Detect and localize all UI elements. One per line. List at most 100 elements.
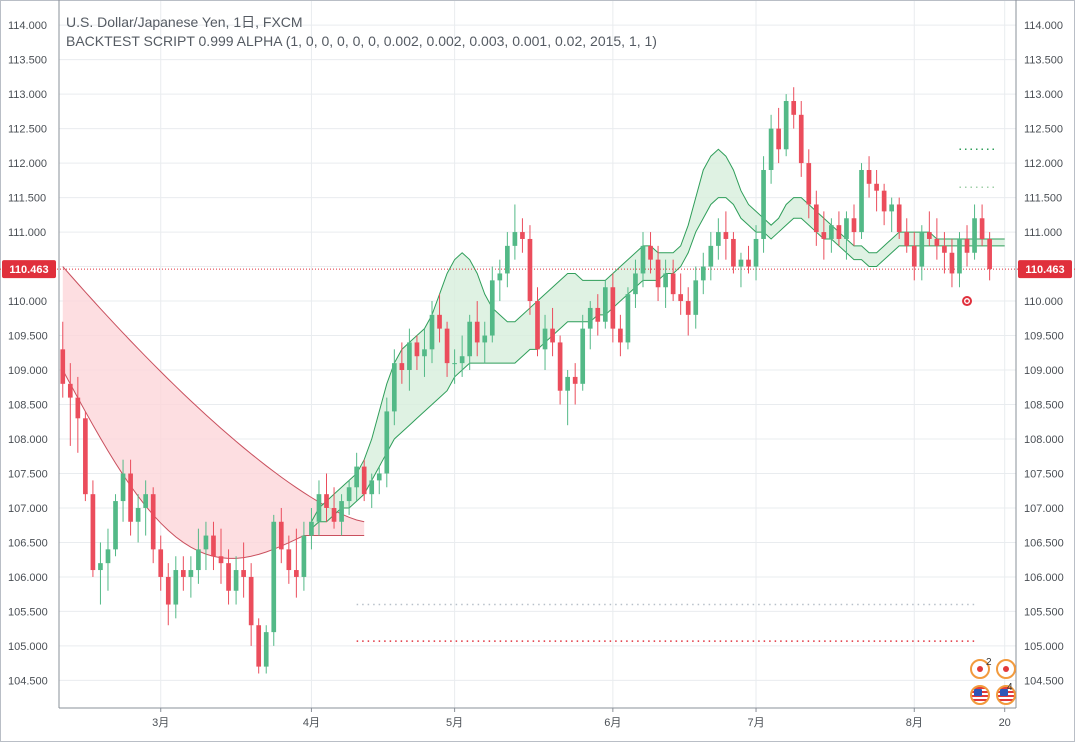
candle-body (180, 570, 186, 577)
candle-body (693, 280, 699, 315)
candle-body (459, 356, 465, 364)
candle-body (331, 507, 337, 522)
y-tick-label-left: 105.500 (8, 606, 48, 618)
candle-body (776, 128, 781, 150)
candle-body (595, 307, 601, 322)
candle-body (301, 535, 307, 577)
candle-body (271, 521, 277, 633)
candle-body (746, 259, 751, 267)
candle-body (67, 383, 73, 398)
candle-body (844, 218, 849, 239)
y-tick-label-right: 106.500 (1024, 537, 1064, 549)
candle-body (256, 625, 262, 667)
red-band-fill (62, 266, 365, 559)
candle-body (422, 349, 427, 357)
candle-body (75, 397, 81, 419)
us-flag-icon[interactable] (970, 685, 990, 705)
last-price-badge-right-text: 110.463 (1025, 264, 1064, 276)
y-tick-label-left: 109.500 (8, 331, 48, 343)
signal-marker-dot (965, 299, 969, 303)
candle-body (753, 238, 759, 267)
candle-body (211, 535, 216, 557)
candle-body (218, 556, 224, 564)
candle-body (203, 535, 209, 550)
candle-body (384, 411, 390, 474)
candle-body (625, 294, 631, 343)
candle-body (685, 301, 691, 315)
y-tick-label-right: 113.500 (1024, 55, 1063, 67)
candle-body (90, 494, 96, 571)
candle-body (324, 494, 329, 508)
candle-body (437, 314, 442, 329)
y-tick-label-left: 111.000 (8, 227, 46, 239)
y-tick-label-left: 107.500 (8, 468, 48, 480)
y-tick-label-left: 110.000 (8, 296, 47, 308)
economic-event-icon[interactable] (970, 659, 990, 679)
candle-body (286, 549, 292, 571)
y-tick-label-left: 113.000 (8, 89, 47, 101)
candle-body (919, 232, 925, 267)
candle-body (670, 273, 676, 295)
candle-body (821, 232, 827, 239)
candle-body (572, 376, 578, 384)
candle-body (196, 549, 201, 571)
candle-body (633, 273, 638, 295)
candle-body (474, 321, 480, 343)
candle-body (565, 376, 570, 391)
levels-layer (0, 148, 1075, 642)
candle-body (173, 570, 179, 605)
candle-body (128, 473, 133, 522)
candle-body (648, 245, 653, 260)
candle-body (120, 473, 126, 502)
candle-body (399, 363, 405, 371)
candle-body (105, 549, 111, 564)
candle-body (949, 252, 955, 274)
us-flag-icon[interactable] (996, 685, 1016, 705)
candle-body (60, 349, 66, 384)
candle-body (407, 342, 412, 371)
event-count-bottom: 4 (1007, 682, 1013, 693)
last-price-badge-left-text: 110.463 (9, 264, 48, 276)
candle-body (889, 204, 895, 212)
candle-layer (60, 87, 992, 674)
candle-body (957, 238, 962, 274)
candle-body (964, 238, 970, 253)
y-tick-label-right: 112.000 (1024, 158, 1063, 170)
x-tick-label: 7月 (747, 717, 764, 729)
economic-event-icon[interactable] (996, 659, 1016, 679)
y-tick-label-left: 104.500 (8, 675, 48, 687)
candle-body (972, 218, 977, 253)
candle-body (135, 507, 141, 522)
marker-layer (962, 296, 973, 307)
candle-body (316, 494, 322, 522)
candle-body (731, 238, 736, 267)
green-band-fill (311, 149, 1005, 529)
candle-body (851, 218, 857, 233)
x-tick-label: 6月 (604, 717, 621, 729)
candle-body (829, 225, 834, 239)
candle-body (874, 183, 879, 191)
candle-body (278, 521, 284, 550)
y-tick-label-left: 114.000 (8, 20, 47, 32)
candle-body (904, 232, 910, 246)
candle-body (979, 218, 985, 239)
candle-body (294, 570, 299, 577)
x-tick-label: 20 (999, 717, 1011, 729)
x-tick-label: 4月 (303, 717, 320, 729)
y-tick-label-right: 107.000 (1024, 503, 1064, 515)
candle-body (602, 287, 608, 322)
y-tick-label-right: 113.000 (1024, 89, 1063, 101)
y-tick-label-left: 111.500 (8, 193, 46, 205)
candle-body (535, 301, 540, 350)
candle-body (708, 245, 714, 267)
candle-body (452, 363, 457, 365)
x-tick-label: 5月 (446, 717, 463, 729)
candle-body (987, 238, 992, 270)
candle-body (911, 245, 917, 267)
candle-body (550, 328, 555, 343)
y-tick-label-right: 109.500 (1024, 331, 1064, 343)
x-tick-label: 3月 (152, 717, 169, 729)
y-tick-label-left: 112.000 (8, 158, 47, 170)
candle-body (836, 225, 842, 239)
